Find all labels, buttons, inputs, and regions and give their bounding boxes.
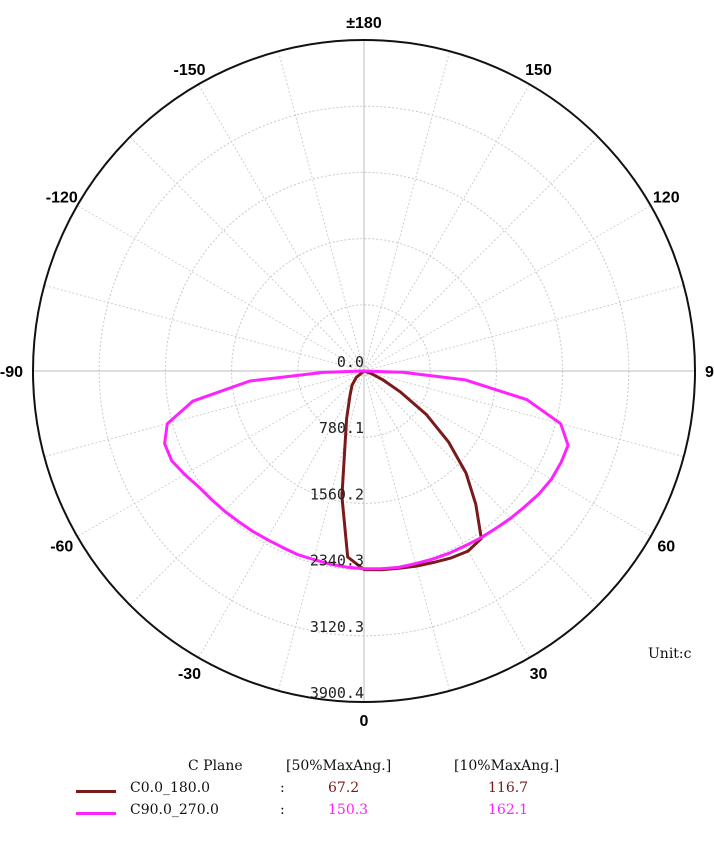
grid-spoke xyxy=(129,136,365,372)
legend-series-name: C0.0_180.0 xyxy=(130,780,211,796)
polar-grid xyxy=(32,39,696,703)
legend-swatch-c90 xyxy=(76,812,116,815)
legend-header-plane: C Plane xyxy=(188,758,243,774)
radial-label: 3120.3 xyxy=(310,618,364,636)
grid-spoke xyxy=(44,370,365,458)
grid-spoke xyxy=(277,51,365,372)
legend-sep: : xyxy=(280,802,285,818)
legend-header-50: [50%MaxAng.] xyxy=(286,758,392,774)
grid-spoke xyxy=(198,84,365,372)
legend-value-50: 67.2 xyxy=(328,780,360,796)
legend-value-10: 162.1 xyxy=(488,802,529,818)
radial-label: 780.1 xyxy=(319,419,364,437)
angle-label: 120 xyxy=(653,190,680,207)
legend-row: C90.0_270.0 : 150.3 162.1 xyxy=(70,802,630,824)
series-line-c90-270 xyxy=(163,369,570,571)
angle-label: -60 xyxy=(50,539,73,556)
legend-series-name: C90.0_270.0 xyxy=(130,802,219,818)
angle-label: 9 xyxy=(705,364,714,381)
grid-spoke xyxy=(363,370,530,658)
angle-label: -150 xyxy=(173,62,205,79)
angle-label: 60 xyxy=(657,539,675,556)
grid-spoke xyxy=(277,370,365,691)
outer-ring xyxy=(32,39,696,703)
series-line-c0-180 xyxy=(340,369,483,572)
angle-label: 0 xyxy=(360,713,369,730)
angle-label: -120 xyxy=(46,190,78,207)
grid-spoke xyxy=(77,370,365,537)
grid-spoke xyxy=(363,51,451,372)
radial-label: 2340.3 xyxy=(310,552,364,570)
grid-spoke xyxy=(363,84,530,372)
grid-spoke xyxy=(363,370,451,691)
legend-swatch-c0 xyxy=(76,790,116,793)
grid-spoke xyxy=(363,284,684,372)
angle-label: -90 xyxy=(0,364,23,381)
grid-spoke xyxy=(363,136,599,372)
legend-row: C0.0_180.0 : 67.2 116.7 xyxy=(70,780,630,802)
grid-spoke xyxy=(363,205,651,372)
grid-spoke xyxy=(44,284,365,372)
legend-header: C Plane [50%MaxAng.] [10%MaxAng.] xyxy=(70,758,630,780)
angle-label: 150 xyxy=(525,62,552,79)
unit-label: Unit:c xyxy=(648,646,692,662)
grid-spoke xyxy=(198,370,365,658)
legend-sep: : xyxy=(280,780,285,796)
grid-spoke xyxy=(363,370,684,458)
grid-spoke xyxy=(129,370,365,606)
series-layer xyxy=(163,369,570,572)
legend: C Plane [50%MaxAng.] [10%MaxAng.] C0.0_1… xyxy=(70,758,630,824)
radial-label: 0.0 xyxy=(337,353,364,371)
grid-spoke xyxy=(77,205,365,372)
axis-labels: ±180 -150 150 -120 120 -90 9 -60 60 -30 30 0 0.0 780.… xyxy=(0,15,714,730)
angle-label: 30 xyxy=(530,666,548,683)
radial-label: 1560.2 xyxy=(310,485,364,503)
angle-label: -30 xyxy=(178,666,201,683)
legend-value-50: 150.3 xyxy=(328,802,369,818)
grid-spoke xyxy=(363,370,599,606)
radial-label: 3900.4 xyxy=(310,684,364,702)
angle-label: ±180 xyxy=(346,15,382,32)
grid-spoke xyxy=(363,370,651,537)
legend-header-10: [10%MaxAng.] xyxy=(454,758,560,774)
legend-value-10: 116.7 xyxy=(488,780,529,796)
